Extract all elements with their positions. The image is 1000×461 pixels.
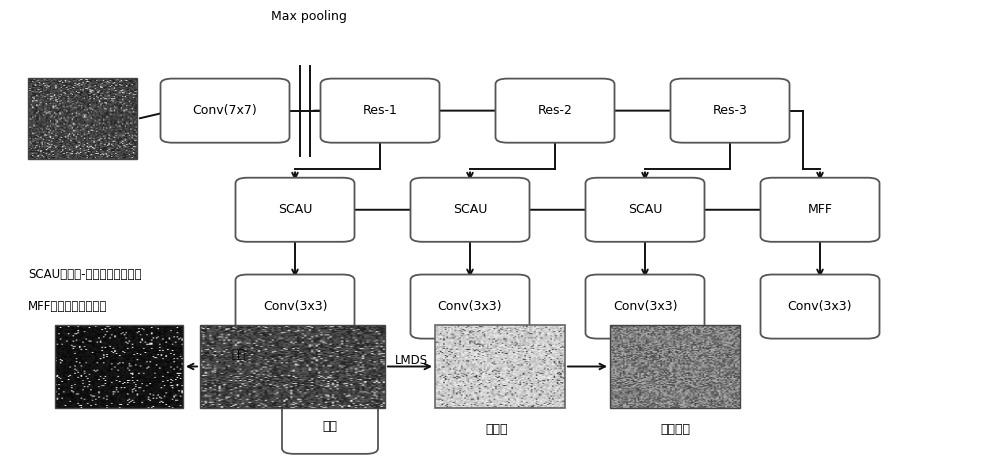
Bar — [55, 325, 183, 408]
Text: Conv(7x7): Conv(7x7) — [193, 104, 257, 117]
FancyBboxPatch shape — [496, 79, 614, 143]
FancyBboxPatch shape — [411, 178, 530, 242]
Text: Conv(3x3): Conv(3x3) — [438, 300, 502, 313]
Text: Conv(3x3): Conv(3x3) — [788, 300, 852, 313]
Bar — [610, 325, 740, 408]
FancyBboxPatch shape — [282, 399, 378, 454]
Text: Max pooling: Max pooling — [271, 10, 347, 23]
Text: LMDS: LMDS — [395, 354, 428, 367]
Text: Res-2: Res-2 — [538, 104, 572, 117]
FancyBboxPatch shape — [761, 178, 880, 242]
FancyBboxPatch shape — [586, 274, 704, 338]
Text: MFF：多尺度特征融合: MFF：多尺度特征融合 — [28, 300, 107, 313]
Text: 定位框图: 定位框图 — [660, 423, 690, 436]
Bar — [435, 325, 565, 408]
FancyBboxPatch shape — [670, 79, 790, 143]
Text: Res-1: Res-1 — [363, 104, 397, 117]
FancyBboxPatch shape — [160, 79, 290, 143]
FancyBboxPatch shape — [586, 178, 704, 242]
FancyBboxPatch shape — [761, 274, 880, 338]
Text: 计数: 计数 — [322, 420, 338, 433]
Text: SCAU: SCAU — [453, 203, 487, 216]
Bar — [28, 78, 137, 159]
Text: Conv(3x3): Conv(3x3) — [263, 300, 327, 313]
Bar — [200, 325, 385, 408]
Text: SCAU: SCAU — [278, 203, 312, 216]
FancyBboxPatch shape — [236, 178, 354, 242]
Text: Conv(3x3): Conv(3x3) — [613, 300, 677, 313]
Text: 监督: 监督 — [231, 349, 245, 361]
FancyBboxPatch shape — [236, 274, 354, 338]
FancyBboxPatch shape — [320, 79, 440, 143]
Text: MFF: MFF — [808, 203, 832, 216]
Text: Res-3: Res-3 — [713, 104, 747, 117]
Text: 定位图: 定位图 — [486, 423, 508, 436]
Text: SCAU：空间-通道注意力上采样: SCAU：空间-通道注意力上采样 — [28, 268, 142, 281]
FancyBboxPatch shape — [411, 274, 530, 338]
Text: SCAU: SCAU — [628, 203, 662, 216]
